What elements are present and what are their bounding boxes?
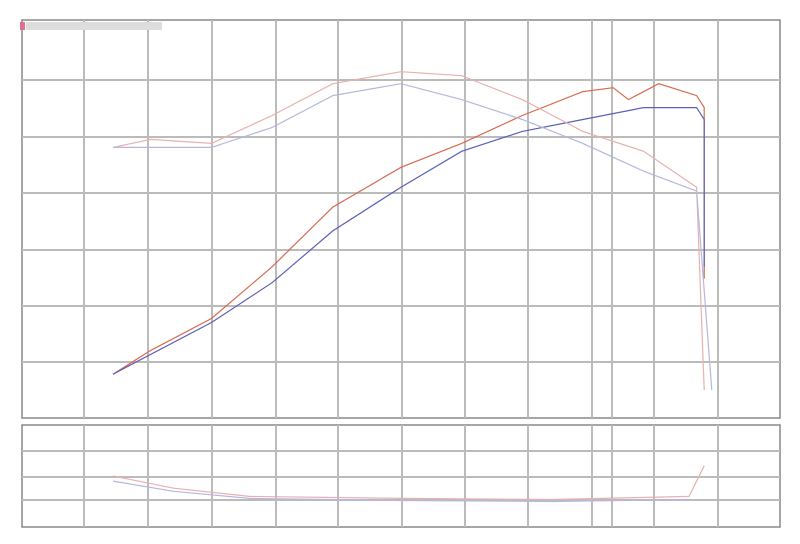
series-line-1 (112, 106, 705, 375)
series-line-1 (112, 480, 690, 503)
series-line-0 (112, 465, 705, 501)
series-line-3 (113, 83, 713, 391)
series-line-0 (112, 83, 705, 375)
legend-box (26, 22, 162, 30)
series-line-2 (112, 71, 705, 391)
legend-swatch (20, 22, 25, 30)
